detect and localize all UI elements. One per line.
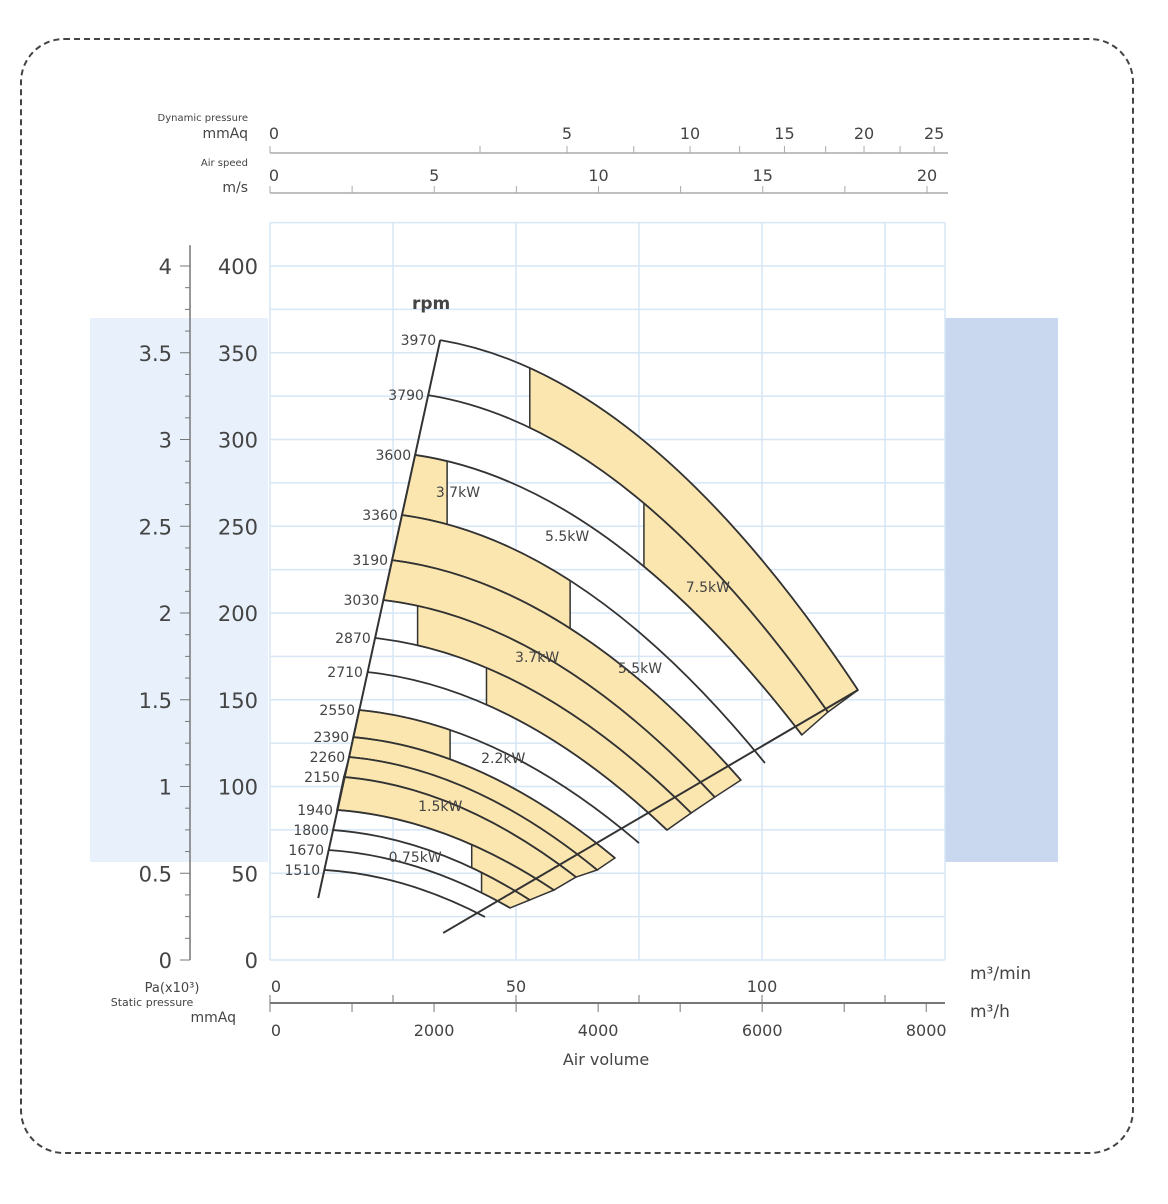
- air-volume-label: Air volume: [563, 1050, 649, 1069]
- m3min-tick-label: 50: [506, 977, 526, 996]
- highlight-band-left: [90, 318, 268, 862]
- rpm-label: 3360: [362, 508, 398, 524]
- air-speed-tick-label: 5: [429, 166, 439, 185]
- power-label: 3.7kW: [436, 485, 480, 501]
- rpm-curve: [324, 869, 486, 918]
- m3h-tick-label: 6000: [742, 1021, 783, 1040]
- m3min-tick-label: 100: [747, 977, 778, 996]
- air-speed-tick-label: 0: [269, 166, 279, 185]
- pa-tick-label: 1.5: [139, 689, 172, 713]
- pa-unit-label: Pa(x10³): [145, 981, 200, 996]
- highlight-band-right: [945, 318, 1058, 862]
- rpm-label: 2870: [335, 631, 371, 647]
- rpm-curve: [353, 736, 616, 859]
- rpm-curve: [374, 637, 692, 814]
- dynamic-pressure-tick-label: 5: [562, 124, 572, 143]
- rpm-curve: [366, 671, 668, 831]
- rpm-label: 1800: [293, 823, 329, 839]
- mmaq-tick-label: 200: [218, 602, 258, 626]
- mmaq-tick-label: 250: [218, 515, 258, 539]
- rpm-label: 1670: [288, 843, 324, 859]
- rpm-curve: [415, 454, 803, 736]
- rpm-curve: [427, 394, 829, 713]
- rpm-label: 3030: [344, 593, 380, 609]
- rpm-label: 2390: [314, 730, 350, 746]
- rpm-label: 2150: [304, 770, 340, 786]
- air-speed-label: Air speed: [201, 158, 248, 169]
- rpm-curve: [349, 756, 598, 871]
- pa-tick-label: 2: [159, 602, 172, 626]
- dashed-frame: [20, 38, 1134, 1154]
- grid: [269, 221, 946, 961]
- air-speed-tick-label: 15: [753, 166, 773, 185]
- air-speed-tick-label: 20: [917, 166, 937, 185]
- rpm-curve: [327, 849, 511, 909]
- m3min-tick-label: 0: [271, 977, 281, 996]
- rpm-curves: 3970 3790 3600 3360 3190 3030 2870 2710 2550 2390…: [284, 333, 859, 934]
- power-label: 7.5kW: [686, 580, 730, 596]
- unit-m3h: m³/h: [970, 1002, 1010, 1022]
- rpm-curve: [401, 514, 766, 764]
- power-regions: [336, 366, 859, 909]
- dynamic-pressure-tick-label: 10: [680, 124, 700, 143]
- rpm-curve: [336, 809, 555, 891]
- axes: 00.511.522.533.5405010015020025030035040…: [139, 124, 948, 1040]
- air-speed-unit: m/s: [222, 180, 248, 196]
- mmaq-tick-label: 300: [218, 429, 258, 453]
- air-speed-tick-label: 10: [588, 166, 608, 185]
- rpm-label: 1940: [297, 803, 333, 819]
- rpm-label: 1510: [284, 863, 320, 879]
- rpm-curve: [332, 829, 531, 901]
- pa-tick-label: 0: [159, 949, 172, 973]
- mmaq-tick-label: 350: [218, 342, 258, 366]
- rpm-label: 2710: [327, 665, 363, 681]
- mmaq-tick-label: 150: [218, 689, 258, 713]
- unit-m3min: m³/min: [970, 964, 1031, 984]
- rpm-curve: [440, 339, 859, 691]
- power-label: 5.5kW: [618, 661, 662, 677]
- mmaq-tick-label: 0: [245, 949, 258, 973]
- rpm-label: 3600: [375, 448, 411, 464]
- m3h-tick-label: 2000: [414, 1021, 455, 1040]
- rpm-curve: [383, 599, 716, 798]
- m3h-tick-label: 8000: [906, 1021, 947, 1040]
- dynamic-pressure-unit: mmAq: [203, 126, 249, 142]
- m3h-tick-label: 0: [271, 1021, 281, 1040]
- mmaq-tick-label: 100: [218, 776, 258, 800]
- pa-tick-label: 1: [159, 776, 172, 800]
- rpm-curve: [391, 559, 742, 781]
- power-label: 0.75kW: [389, 850, 442, 866]
- rpm-label: 3790: [388, 388, 424, 404]
- power-label: 3.7kW: [515, 650, 559, 666]
- power-label: 1.5kW: [418, 799, 462, 815]
- dynamic-pressure-label: Dynamic pressure: [158, 113, 248, 124]
- static-pressure-label: Static pressure: [111, 996, 194, 1009]
- rpm-header: rpm: [412, 294, 450, 314]
- rpm-label: 3970: [401, 333, 437, 349]
- mmaq-tick-label: 400: [218, 255, 258, 279]
- mmaq-tick-label: 50: [231, 862, 258, 886]
- pa-tick-label: 4: [159, 255, 172, 279]
- rpm-curve: [343, 776, 577, 878]
- rpm-label: 2550: [319, 703, 355, 719]
- rpm-label: 3190: [352, 553, 388, 569]
- pa-tick-label: 3: [159, 429, 172, 453]
- pa-tick-label: 0.5: [139, 862, 172, 886]
- left-boundary-line: [317, 339, 442, 899]
- dynamic-pressure-tick-label: 0: [269, 124, 279, 143]
- mmaq-unit-label: mmAq: [191, 1010, 237, 1026]
- rpm-label: 2260: [310, 750, 346, 766]
- m3h-tick-label: 4000: [578, 1021, 619, 1040]
- dynamic-pressure-tick-label: 20: [854, 124, 874, 143]
- pa-tick-label: 3.5: [139, 342, 172, 366]
- power-label: 5.5kW: [545, 529, 589, 545]
- dynamic-pressure-tick-label: 15: [774, 124, 794, 143]
- dynamic-pressure-tick-label: 25: [924, 124, 944, 143]
- labels: rpm Dynamic pressure mmAq Air speed m/s …: [111, 113, 1031, 1069]
- rpm-curve: [358, 709, 640, 844]
- pa-tick-label: 2.5: [139, 515, 172, 539]
- power-label: 2.2kW: [481, 751, 525, 767]
- right-boundary-line: [442, 689, 859, 934]
